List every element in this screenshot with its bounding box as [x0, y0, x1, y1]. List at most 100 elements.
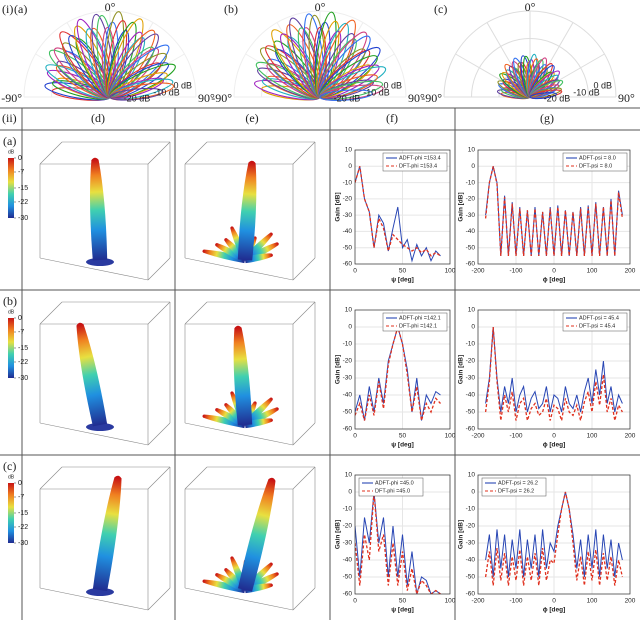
y-tick-label: -20: [343, 523, 353, 530]
part-label: (ii): [2, 111, 17, 125]
panel-label: (b): [224, 2, 238, 16]
y-tick-label: 0: [348, 163, 352, 170]
angle-label: 90°: [618, 91, 635, 105]
colorbar-tick-label: -7: [18, 169, 24, 176]
box-edge: [147, 466, 171, 490]
pattern-beam: [202, 414, 246, 429]
y-tick-label: -20: [466, 523, 476, 530]
series-line: [355, 491, 441, 594]
colorbar-tick-label: -22: [18, 359, 28, 366]
pattern-beam: [202, 249, 246, 264]
legend: ADFT-psi = 26.2 DFT-psi = 26.2: [481, 477, 547, 497]
angle-label: -90°: [211, 91, 232, 105]
y-axis-label: Gain [dB]: [335, 192, 342, 221]
x-tick-label: 50: [399, 268, 407, 275]
pattern-beam: [92, 475, 122, 592]
x-tick-label: 0: [552, 433, 556, 440]
series-line: [355, 324, 441, 421]
pattern-3d-d: [39, 301, 171, 446]
y-tick-label: 10: [345, 307, 353, 314]
colorbar: dB0 -7 -15 -22 -30: [8, 309, 28, 382]
pattern-beam: [89, 157, 108, 261]
y-tick-label: -50: [343, 409, 353, 416]
plot-frame: [477, 149, 631, 265]
colorbar-unit: dB: [8, 309, 15, 315]
legend-label: ADFT-psi = 8.0: [579, 155, 616, 161]
column-label: (g): [540, 111, 554, 125]
box-edge: [292, 466, 316, 490]
y-axis-label: Gain [dB]: [335, 520, 342, 549]
ring-label: 0 dB: [383, 80, 402, 90]
colorbar-tick-label: -15: [18, 510, 28, 517]
ring-label: -10 dB: [573, 87, 600, 97]
colorbar-tick-label: -22: [18, 524, 28, 531]
legend-label: DFT-psi = 45.4: [579, 323, 615, 329]
y-tick-label: -40: [343, 557, 353, 564]
y-tick-label: -40: [466, 557, 476, 564]
x-tick-label: 100: [445, 268, 456, 275]
y-tick-label: 0: [471, 163, 475, 170]
y-axis-label: Gain [dB]: [458, 520, 465, 549]
pattern-beam: [202, 579, 246, 594]
polar-chart: (b) 0° -90° 90° 0 dB-10 dB-20 dB: [211, 0, 425, 105]
box-edge: [39, 141, 63, 165]
legend-box: [382, 312, 448, 332]
y-tick-label: 10: [468, 472, 476, 479]
x-axis-label: ϕ [deg]: [543, 442, 566, 449]
legend-box: [562, 312, 628, 332]
colorbar-fill: [8, 483, 14, 543]
ring-label: -20 dB: [334, 93, 361, 103]
box-edge: [292, 257, 316, 281]
angle-label: 0°: [315, 0, 326, 14]
legend-label: ADFT-phi =142.1: [399, 315, 441, 321]
y-tick-label: -60: [466, 591, 476, 598]
angle-label: 0°: [105, 0, 116, 14]
angle-label: 90°: [198, 91, 215, 105]
y-tick-label: -10: [466, 179, 476, 186]
y-tick-label: -60: [466, 261, 476, 268]
legend-label: ADFT-psi = 45.4: [579, 315, 619, 321]
colorbar-fill: [8, 158, 14, 218]
pattern-3d-d: [39, 466, 171, 611]
row-label: (b): [3, 294, 17, 308]
x-tick-label: 50: [399, 598, 407, 605]
ring-label: -20 dB: [544, 93, 571, 103]
x-tick-label: 0: [353, 598, 357, 605]
box-edge: [39, 257, 149, 281]
box-edge: [184, 141, 208, 165]
x-tick-label: -100: [509, 268, 522, 275]
legend: ADFT-phi =45.0 DFT-phi =45.0: [358, 477, 424, 497]
y-tick-label: -10: [466, 341, 476, 348]
y-tick-label: -40: [466, 228, 476, 235]
y-tick-label: 10: [468, 307, 476, 314]
x-axis-label: ψ [deg]: [391, 607, 414, 614]
pattern-beam: [238, 477, 276, 592]
y-tick-label: -10: [343, 179, 353, 186]
plot-frame: [354, 309, 451, 430]
y-tick-label: -60: [343, 426, 353, 433]
beam-lobe: [319, 89, 373, 101]
colorbar-unit: dB: [8, 474, 15, 480]
pattern-beam: [237, 160, 257, 261]
box-edge: [39, 587, 149, 611]
x-tick-label: 200: [625, 268, 636, 275]
box-edge: [292, 422, 316, 446]
y-tick-label: -50: [343, 244, 353, 251]
legend-label: ADFT-psi = 26.2: [498, 480, 538, 486]
legend-box: [358, 477, 424, 497]
legend-box: [382, 152, 448, 172]
y-tick-label: -50: [343, 574, 353, 581]
column-label: (d): [91, 111, 105, 125]
y-tick-label: -50: [466, 244, 476, 251]
x-tick-label: 200: [625, 598, 636, 605]
plot-frame: [354, 149, 451, 265]
box-edge: [147, 257, 171, 281]
polar-chart: (c) 0° -90° 90° 0 dB-10 dB-20 dB: [421, 0, 635, 105]
y-tick-label: -30: [466, 375, 476, 382]
y-tick-label: -60: [343, 261, 353, 268]
beam-lobe: [109, 87, 164, 101]
box-edge: [292, 141, 316, 165]
y-tick-label: -20: [466, 196, 476, 203]
y-axis-label: Gain [dB]: [458, 192, 465, 221]
